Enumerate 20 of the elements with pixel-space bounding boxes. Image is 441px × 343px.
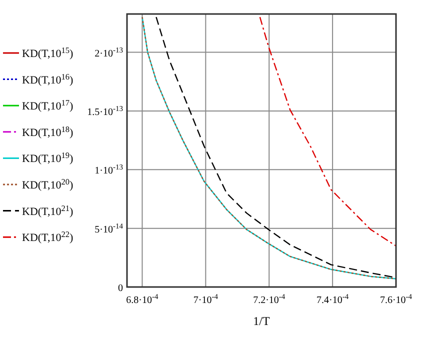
legend-label: KD(T,10$^{21}$) <box>22 203 74 218</box>
x-axis-title: 1/T <box>253 314 270 328</box>
y-tick-label: 5·10$^{-14}$ <box>94 220 124 236</box>
legend-label: KD(T,10$^{15}$) <box>22 46 74 60</box>
x-tick-label: 6.8·10$^{-4}$ <box>126 292 159 306</box>
line-series <box>259 16 396 247</box>
y-tick-label: 1·10$^{-13}$ <box>94 162 124 177</box>
legend-label: KD(T,10$^{16}$) <box>22 72 74 86</box>
x-tick-label: 7.6·10$^{-4}$ <box>380 292 412 306</box>
y-tick-label: 1.5·10$^{-13}$ <box>87 103 124 118</box>
legend-label: KD(T,10$^{20}$) <box>22 177 74 192</box>
legend-label: KD(T,10$^{18}$) <box>22 124 74 139</box>
y-tick-label: 2·10$^{-13}$ <box>94 44 124 60</box>
legend-label: KD(T,10$^{17}$) <box>22 98 74 113</box>
legend-label: KD(T,10$^{22}$) <box>22 230 74 244</box>
x-tick-label: 7.2·10$^{-4}$ <box>253 292 286 306</box>
y-tick-label: 0 <box>118 283 123 294</box>
legend-label: KD(T,10$^{19}$) <box>22 150 74 166</box>
x-tick-label: 7·10$^{-4}$ <box>193 292 218 306</box>
x-tick-label: 7.4·10$^{-4}$ <box>316 292 349 306</box>
